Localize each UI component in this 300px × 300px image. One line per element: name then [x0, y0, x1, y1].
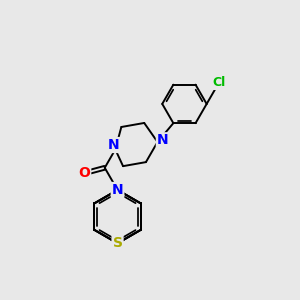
Text: Cl: Cl — [213, 76, 226, 89]
Text: N: N — [112, 183, 123, 197]
Text: N: N — [108, 138, 119, 152]
Text: N: N — [157, 133, 169, 147]
Text: O: O — [78, 166, 90, 180]
Text: S: S — [112, 236, 122, 250]
